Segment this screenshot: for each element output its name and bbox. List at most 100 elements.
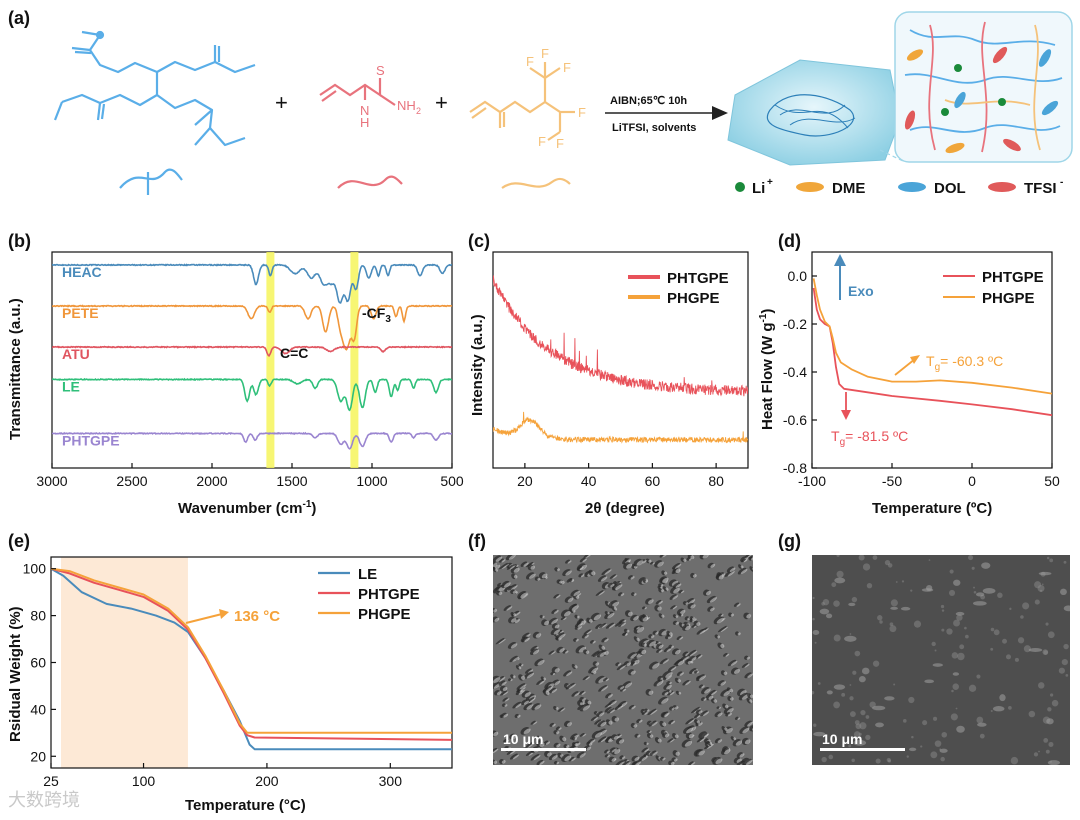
ytick-label-d: -0.2 bbox=[783, 316, 807, 332]
scale-label-g: 10 μm bbox=[822, 731, 863, 747]
watermark: 大数跨境 bbox=[8, 790, 80, 811]
arrow-condition-top: AIBN;65℃ 10h bbox=[610, 95, 687, 107]
plot-frame-c bbox=[492, 251, 749, 469]
ftir-line-atu bbox=[52, 345, 452, 358]
xtick-label-e-200: 200 bbox=[255, 773, 279, 789]
legend-e-phgpe: PHGPE bbox=[358, 606, 411, 623]
xtick-label-b-1500: 1500 bbox=[276, 473, 307, 489]
ytick-label-e-80: 80 bbox=[30, 608, 46, 624]
xtick-label-b-3000: 3000 bbox=[36, 473, 67, 489]
ftir-label-le: LE bbox=[62, 378, 80, 394]
xlabel-b: Wavenumber (cm-1) bbox=[178, 499, 316, 517]
tg-annotation-phtgpe: Tg= -81.5 ºC bbox=[831, 392, 908, 448]
xlabel-d: Temperature (ºC) bbox=[872, 500, 992, 517]
plus-2: + bbox=[435, 90, 448, 115]
xtick-label-d--100: -100 bbox=[798, 473, 826, 489]
xtick-label-e-300: 300 bbox=[379, 773, 403, 789]
li-legend-icon bbox=[735, 182, 745, 192]
svg-text:+: + bbox=[767, 177, 773, 188]
ytick-label-d: -0.8 bbox=[783, 460, 807, 476]
tga-line-le bbox=[51, 567, 452, 751]
atom-n: N bbox=[360, 103, 369, 118]
legend-li: Li bbox=[752, 180, 765, 197]
plus-1: + bbox=[275, 90, 288, 115]
svg-text:-: - bbox=[1060, 177, 1063, 188]
panel-label-g: (g) bbox=[778, 531, 801, 551]
reaction-arrow: AIBN;65℃ 10h LiTFSI, solvents bbox=[605, 95, 728, 134]
ftir-label-heac: HEAC bbox=[62, 264, 102, 280]
tg-phtgpe: Tg= -81.5 ºC bbox=[831, 428, 908, 448]
scheme-legend: Li + DME DOL TFSI - bbox=[735, 177, 1063, 197]
monomer-pete bbox=[469, 62, 575, 141]
svg-text:F: F bbox=[538, 134, 546, 149]
ftir-label-atu: ATU bbox=[62, 346, 90, 362]
legend-dol: DOL bbox=[934, 180, 966, 197]
pete-chain-icon bbox=[501, 177, 571, 189]
dsc-line-phgpe bbox=[812, 278, 1052, 395]
heac-chain-icon bbox=[119, 168, 183, 189]
svg-text:F: F bbox=[578, 105, 586, 120]
annotation-cf3: -CF3 bbox=[362, 305, 391, 325]
tg-phgpe: Tg= -60.3 ºC bbox=[926, 353, 1003, 373]
ytick-label-e-40: 40 bbox=[30, 701, 46, 717]
ylabel-e: Rsidual Weight (%) bbox=[7, 606, 24, 742]
ftir-line-heac bbox=[52, 263, 452, 304]
xlabel-e: Temperature (°C) bbox=[185, 797, 306, 814]
arrow-condition-bottom: LiTFSI, solvents bbox=[612, 122, 696, 134]
sem-image-g: 10 μm bbox=[812, 555, 1070, 765]
annotation-136-text: 136 °C bbox=[234, 608, 280, 625]
legend-e-phtgpe: PHTGPE bbox=[358, 586, 420, 603]
legend-c-phgpe: PHGPE bbox=[667, 290, 720, 307]
ytick-label-e-60: 60 bbox=[30, 655, 46, 671]
legend-d-phtgpe: PHTGPE bbox=[982, 269, 1044, 286]
tga-line-phgpe bbox=[51, 567, 452, 734]
plot-frame-b bbox=[51, 251, 453, 469]
svg-text:F: F bbox=[556, 136, 564, 151]
legend-e-le: LE bbox=[358, 566, 377, 583]
ylabel-b: Transmittance (a.u.) bbox=[7, 298, 24, 440]
plot-frame-d bbox=[811, 251, 1053, 469]
tfsi-legend-icon bbox=[988, 182, 1016, 192]
scale-label-f: 10 μm bbox=[503, 731, 544, 747]
sem-image-f: 10 μm bbox=[493, 555, 753, 765]
xrd-line-phtgpe bbox=[493, 275, 748, 397]
xtick-label-b-2000: 2000 bbox=[196, 473, 227, 489]
panel-label-b: (b) bbox=[8, 231, 31, 251]
legend-tfsi: TFSI bbox=[1024, 180, 1057, 197]
svg-text:F: F bbox=[526, 54, 534, 69]
xtick-label-b-1000: 1000 bbox=[356, 473, 387, 489]
xtick-label-e-25: 25 bbox=[43, 773, 59, 789]
scale-bar-g bbox=[820, 748, 905, 751]
legend-e: LE PHTGPE PHGPE bbox=[318, 566, 420, 623]
xtick-label-c-40: 40 bbox=[581, 473, 597, 489]
monomer-atu: S N H NH 2 bbox=[319, 63, 421, 130]
dsc-line-phtgpe bbox=[812, 287, 1052, 417]
legend-d: PHTGPE PHGPE bbox=[943, 269, 1044, 307]
fluorine-atoms: F F F F F F bbox=[526, 46, 586, 151]
ftir-line-phtgpe bbox=[52, 431, 452, 450]
legend-c-phtgpe: PHTGPE bbox=[667, 270, 729, 287]
ytick-label-e-20: 20 bbox=[30, 748, 46, 764]
ytick-label-d: -0.4 bbox=[783, 364, 807, 380]
xlabel-c: 2θ (degree) bbox=[585, 500, 665, 517]
exo-arrow: Exo bbox=[834, 254, 874, 300]
atu-chain-icon bbox=[337, 175, 403, 189]
ytick-label-d: 0.0 bbox=[788, 268, 808, 284]
panel-label-a: (a) bbox=[8, 8, 30, 28]
panel-label-f: (f) bbox=[468, 531, 486, 551]
exo-label: Exo bbox=[848, 283, 874, 299]
xtick-label-c-60: 60 bbox=[645, 473, 661, 489]
atom-s: S bbox=[376, 63, 385, 78]
highlight-band-1 bbox=[350, 252, 359, 468]
annotation-136: 136 °C bbox=[185, 608, 280, 625]
legend-d-phgpe: PHGPE bbox=[982, 290, 1035, 307]
xtick-label-b-500: 500 bbox=[440, 473, 464, 489]
svg-text:F: F bbox=[563, 60, 571, 75]
tg-annotation-phgpe: Tg= -60.3 ºC bbox=[894, 353, 1003, 376]
xtick-label-d--50: -50 bbox=[882, 473, 902, 489]
panel-label-e: (e) bbox=[8, 531, 30, 551]
tga-line-phtgpe bbox=[51, 567, 452, 741]
scale-bar-f bbox=[501, 748, 586, 751]
ytick-label-e-100: 100 bbox=[23, 561, 47, 577]
xtick-label-e-100: 100 bbox=[132, 773, 156, 789]
